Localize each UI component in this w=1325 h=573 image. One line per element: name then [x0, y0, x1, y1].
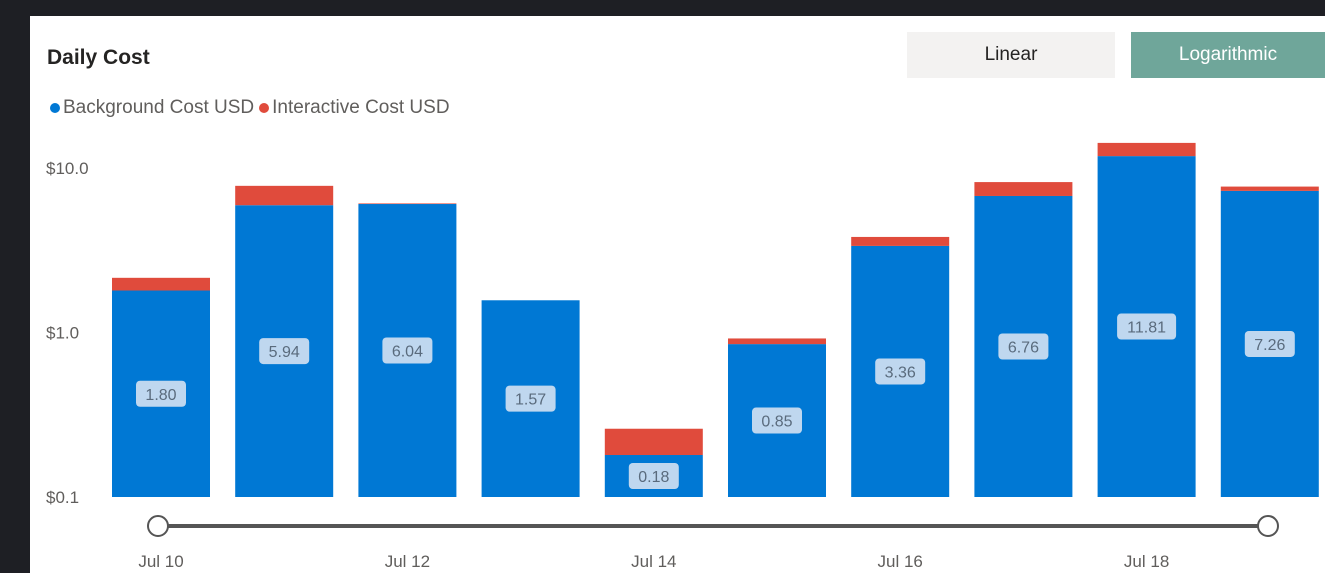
- legend-label-background: Background Cost USD: [63, 97, 255, 118]
- legend-dot-background: [50, 103, 60, 113]
- data-label: 6.04: [392, 344, 423, 361]
- data-label-box: [136, 380, 186, 407]
- data-label-box: [628, 463, 679, 490]
- data-label: 0.18: [638, 469, 669, 486]
- bar-interactive-cost[interactable]: [851, 236, 950, 246]
- x-tick-label: Jul 14: [631, 552, 676, 571]
- y-tick-label: $0.1: [46, 488, 79, 507]
- data-label: 7.26: [1254, 337, 1285, 354]
- data-label-box: [1117, 313, 1177, 340]
- x-tick-label: Jul 16: [878, 552, 923, 571]
- legend-label-interactive: Interactive Cost USD: [272, 97, 450, 118]
- data-label: 11.81: [1127, 320, 1166, 337]
- data-label-box: [752, 407, 802, 434]
- bar-interactive-cost[interactable]: [604, 428, 703, 456]
- data-label: 1.57: [515, 392, 546, 409]
- data-label: 3.36: [885, 364, 916, 381]
- legend-item-interactive[interactable]: Interactive Cost USD: [259, 97, 450, 119]
- range-slider-start-handle[interactable]: [147, 515, 169, 537]
- data-label-box: [259, 338, 310, 365]
- bar-interactive-cost[interactable]: [358, 203, 457, 205]
- legend-dot-interactive: [259, 103, 270, 113]
- data-label: 6.76: [1008, 339, 1039, 356]
- bar-interactive-cost[interactable]: [1097, 142, 1196, 157]
- y-tick-label: $1.0: [46, 324, 79, 343]
- bar-interactive-cost[interactable]: [235, 185, 334, 206]
- data-label-box: [998, 333, 1049, 360]
- x-tick-label: Jul 10: [138, 552, 183, 571]
- bar-interactive-cost[interactable]: [728, 338, 826, 345]
- data-label: 5.94: [269, 344, 300, 361]
- bar-interactive-cost[interactable]: [1220, 186, 1319, 191]
- legend: Background Cost USD Interactive Cost USD: [50, 97, 455, 119]
- x-tick-label: Jul 12: [385, 552, 430, 571]
- data-label-box: [875, 358, 926, 385]
- logarithmic-scale-button[interactable]: Logarithmic: [1131, 32, 1325, 78]
- x-tick-label: Jul 18: [1124, 552, 1169, 571]
- range-slider-end-handle[interactable]: [1257, 515, 1279, 537]
- legend-item-background[interactable]: Background Cost USD: [50, 97, 254, 119]
- y-tick-label: $10.0: [46, 159, 89, 178]
- data-label-box: [382, 337, 433, 364]
- bar-interactive-cost[interactable]: [974, 182, 1073, 196]
- bar-interactive-cost[interactable]: [112, 277, 210, 291]
- data-label: 1.80: [145, 387, 176, 404]
- linear-scale-button[interactable]: Linear: [907, 32, 1115, 78]
- data-label-box: [1244, 330, 1295, 357]
- chart-title: Daily Cost: [47, 46, 150, 69]
- data-label: 0.85: [761, 414, 792, 431]
- data-label-box: [505, 385, 556, 412]
